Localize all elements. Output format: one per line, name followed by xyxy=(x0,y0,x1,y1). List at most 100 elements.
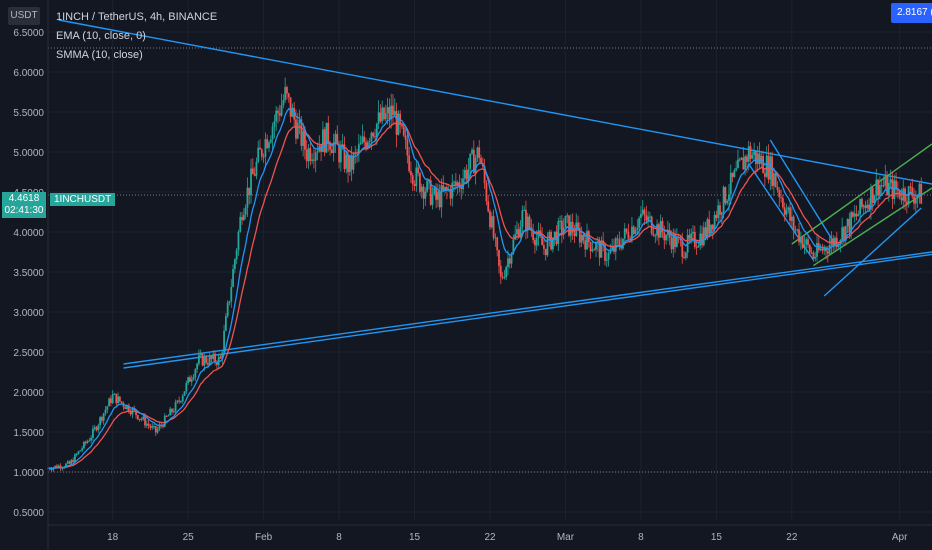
candle-body xyxy=(613,245,615,252)
candle-body xyxy=(266,139,269,148)
candle-body xyxy=(889,179,892,183)
candle-body xyxy=(914,198,917,204)
candle-body xyxy=(532,231,535,241)
candle-body xyxy=(90,437,93,441)
candle-body xyxy=(393,111,396,116)
candle-body xyxy=(118,396,121,402)
candle-body xyxy=(778,189,781,198)
candle-body xyxy=(622,238,624,249)
candle-body xyxy=(498,250,500,266)
candle-body xyxy=(183,391,186,396)
candle-body xyxy=(401,124,403,127)
candle-body xyxy=(758,153,761,164)
candle-body xyxy=(334,133,337,143)
candle-body xyxy=(198,354,200,364)
candle-body xyxy=(733,170,736,177)
candle-body xyxy=(86,441,89,444)
candle-body xyxy=(454,181,457,186)
candle-body xyxy=(634,229,637,234)
candle-body xyxy=(436,192,439,200)
candle-body xyxy=(397,113,400,135)
candle-body xyxy=(338,144,340,163)
candle-body xyxy=(411,175,414,184)
candle-body xyxy=(192,376,195,380)
candle-body xyxy=(807,239,809,245)
candle-body xyxy=(742,157,745,170)
candle-body xyxy=(661,220,664,233)
candle-body xyxy=(145,423,148,426)
candle-body xyxy=(302,131,305,146)
candle-body xyxy=(523,209,526,211)
candle-body xyxy=(852,212,854,217)
candle-body xyxy=(113,393,116,395)
candle-body xyxy=(304,131,306,150)
candle-body xyxy=(264,139,267,157)
price-badge[interactable]: 2.8167 (5 xyxy=(891,3,932,23)
ema-line xyxy=(47,107,922,470)
candle-body xyxy=(650,216,653,234)
smma-legend[interactable]: SMMA (10, close) xyxy=(56,49,143,61)
currency-unit-label[interactable]: USDT xyxy=(8,7,40,25)
candle-body xyxy=(640,213,642,218)
candle-body xyxy=(801,236,804,248)
candle-body xyxy=(512,239,515,254)
candle-body xyxy=(250,168,252,196)
candle-body xyxy=(913,196,915,204)
candle-body xyxy=(111,394,114,404)
x-tick-label: Mar xyxy=(557,532,575,543)
candle-body xyxy=(237,231,240,251)
candle-body xyxy=(316,151,319,153)
candle-body xyxy=(756,153,759,164)
candle-body xyxy=(291,107,294,117)
candle-body xyxy=(75,453,78,455)
candle-body xyxy=(568,215,570,236)
candle-body xyxy=(871,187,874,204)
candle-body xyxy=(68,461,71,464)
candle-body xyxy=(909,186,912,188)
candle-body xyxy=(609,250,612,254)
candle-body xyxy=(322,129,324,152)
candle-body xyxy=(219,356,222,359)
candle-body xyxy=(875,179,878,196)
candle-body xyxy=(108,398,110,407)
candle-body xyxy=(424,191,427,199)
candle-body xyxy=(456,182,459,186)
candle-body xyxy=(363,136,366,143)
candle-body xyxy=(877,179,879,196)
candle-body xyxy=(84,441,87,444)
candle-body xyxy=(251,168,254,175)
candle-body xyxy=(117,396,119,404)
ema-legend[interactable]: EMA (10, close, 0) xyxy=(56,30,146,42)
candle-body xyxy=(88,440,91,442)
candle-body xyxy=(458,182,461,187)
trendline-falling-wedge xyxy=(769,139,836,245)
candle-body xyxy=(641,209,644,214)
candle-body xyxy=(485,182,488,202)
candle-body xyxy=(814,256,817,259)
candle-body xyxy=(905,201,908,205)
candle-body xyxy=(370,132,373,142)
candle-body xyxy=(474,158,477,174)
candle-body xyxy=(165,415,168,417)
candle-body xyxy=(577,222,579,228)
candle-body xyxy=(392,105,394,116)
candle-body xyxy=(293,107,296,120)
candle-body xyxy=(280,105,283,116)
candle-body xyxy=(755,151,757,164)
candle-body xyxy=(598,241,601,258)
candle-body xyxy=(415,167,418,187)
candle-body xyxy=(607,253,610,260)
candle-body xyxy=(681,240,684,258)
candle-body xyxy=(465,170,468,180)
candle-body xyxy=(487,201,490,212)
y-tick-label: 6.0000 xyxy=(13,68,44,79)
candle-body xyxy=(348,155,351,173)
candle-body xyxy=(828,245,831,254)
candle-body xyxy=(605,259,608,261)
candle-body xyxy=(431,194,434,205)
candle-body xyxy=(674,233,676,247)
candle-body xyxy=(794,229,797,231)
x-tick-label: Apr xyxy=(892,532,908,543)
candle-body xyxy=(516,229,518,235)
